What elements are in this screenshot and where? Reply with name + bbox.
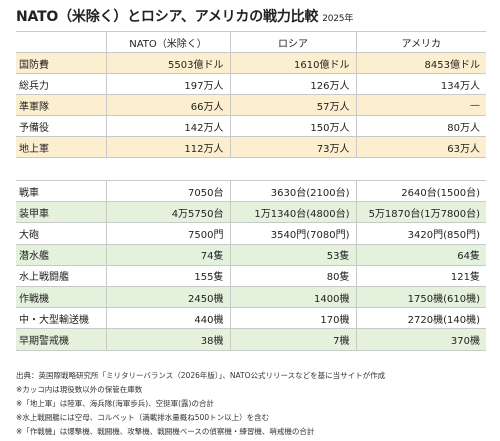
row-value: 80万人 (356, 115, 486, 137)
row-value: 7050台 (106, 180, 231, 203)
row-value: 38機 (106, 328, 231, 351)
table-row: 国防費 5503億ドル 1610億ドル 8453億ドル (16, 52, 486, 74)
row-value: 7機 (230, 328, 357, 351)
table-row: 作戦機 2450機 1400機 1750機(610機) (16, 286, 486, 309)
row-value: 57万人 (230, 94, 357, 116)
row-label: 装甲車 (16, 201, 107, 224)
row-value: 3420門(850門) (356, 222, 486, 245)
source-note: 出典：英国際戦略研究所「ミリタリーバランス（2026年版）」、NATO公式リリー… (16, 371, 386, 380)
row-value: 5万1870台(1万7800台) (356, 201, 486, 224)
footnote: ※水上戦闘艦には空母、コルベット（満載排水量概ね500トン以上）を含む (16, 413, 270, 422)
row-value: 112万人 (106, 136, 231, 158)
row-label: 中・大型輸送機 (16, 307, 107, 330)
table-row: 水上戦闘艦 155隻 80隻 121隻 (16, 265, 486, 287)
row-value: 53隻 (230, 244, 357, 266)
column-header: アメリカ (356, 31, 486, 53)
table-row: 装甲車 4万5750台 1万1340台(4800台) 5万1870台(1万7800台) (16, 201, 486, 224)
row-value: 4万5750台 (106, 201, 231, 224)
row-value: 170機 (230, 307, 357, 330)
table-row: 戦車 7050台 3630台(2100台) 2640台(1500台) (16, 180, 486, 203)
table-row: 大砲 7500門 3540門(7080門) 3420門(850門) (16, 222, 486, 245)
row-value: 370機 (356, 328, 486, 351)
row-value: 150万人 (230, 115, 357, 137)
table-row: 総兵力 197万人 126万人 134万人 (16, 73, 486, 95)
row-label: 早期警戒機 (16, 328, 107, 351)
row-value: 80隻 (230, 265, 357, 287)
row-value: 63万人 (356, 136, 486, 158)
row-label: 大砲 (16, 222, 107, 245)
row-value: 142万人 (106, 115, 231, 137)
row-value: 2720機(140機) (356, 307, 486, 330)
row-value: 3540門(7080門) (230, 222, 357, 245)
table-row: 潜水艦 74隻 53隻 64隻 (16, 244, 486, 266)
row-label: 予備役 (16, 115, 107, 137)
row-value: 3630台(2100台) (230, 180, 357, 203)
row-value: 2640台(1500台) (356, 180, 486, 203)
row-label: 水上戦闘艦 (16, 265, 107, 287)
row-value: 73万人 (230, 136, 357, 158)
row-label: 国防費 (16, 52, 107, 74)
row-label: 地上軍 (16, 136, 107, 158)
page-title: NATO（米除く）とロシア、アメリカの戦力比較 2025年 (16, 6, 353, 26)
footnote: ※カッコ内は現役数以外の保管在庫数 (16, 385, 143, 394)
row-value: 121隻 (356, 265, 486, 287)
budget-personnel-table: NATO（米除く） ロシア アメリカ 国防費 5503億ドル 1610億ドル 8453億ドル… (16, 31, 486, 158)
row-value: 1610億ドル (230, 52, 357, 74)
row-value: 74隻 (106, 244, 231, 266)
row-value: 126万人 (230, 73, 357, 95)
row-value: 8453億ドル (356, 52, 486, 74)
row-value: 134万人 (356, 73, 486, 95)
row-value: 155隻 (106, 265, 231, 287)
row-value: 1万1340台(4800台) (230, 201, 357, 224)
row-label: 総兵力 (16, 73, 107, 95)
row-value: 7500門 (106, 222, 231, 245)
title-year: 2025年 (322, 14, 354, 24)
footnote: ※「作戦機」は爆撃機、戦闘機、攻撃機、戦闘機ベースの偵察機・練習機、哨戒機の合計 (16, 427, 315, 436)
table-header-row: NATO（米除く） ロシア アメリカ (16, 31, 486, 53)
table-row: 中・大型輸送機 440機 170機 2720機(140機) (16, 307, 486, 330)
row-label: 準軍隊 (16, 94, 107, 116)
equipment-table: 戦車 7050台 3630台(2100台) 2640台(1500台) 装甲車 4万5750… (16, 180, 486, 351)
row-value: 1400機 (230, 286, 357, 309)
row-label: 潜水艦 (16, 244, 107, 266)
table-row: 準軍隊 66万人 57万人 — (16, 94, 486, 116)
title-text: NATO（米除く）とロシア、アメリカの戦力比較 (16, 9, 319, 25)
footnote: ※「地上軍」は陸軍、海兵隊(海軍歩兵)、空挺軍(露)の合計 (16, 399, 214, 408)
table-row: 予備役 142万人 150万人 80万人 (16, 115, 486, 137)
row-value: 197万人 (106, 73, 231, 95)
column-header (16, 31, 107, 53)
row-label: 戦車 (16, 180, 107, 203)
table-row: 早期警戒機 38機 7機 370機 (16, 328, 486, 351)
notes-section: 出典：英国際戦略研究所「ミリタリーバランス（2026年版）」、NATO公式リリー… (16, 369, 491, 439)
column-header: NATO（米除く） (106, 31, 231, 53)
row-value: — (356, 94, 486, 116)
column-header: ロシア (230, 31, 357, 53)
row-value: 64隻 (356, 244, 486, 266)
row-value: 440機 (106, 307, 231, 330)
row-value: 1750機(610機) (356, 286, 486, 309)
row-value: 66万人 (106, 94, 231, 116)
row-label: 作戦機 (16, 286, 107, 309)
table-row: 地上軍 112万人 73万人 63万人 (16, 136, 486, 158)
row-value: 5503億ドル (106, 52, 231, 74)
row-value: 2450機 (106, 286, 231, 309)
